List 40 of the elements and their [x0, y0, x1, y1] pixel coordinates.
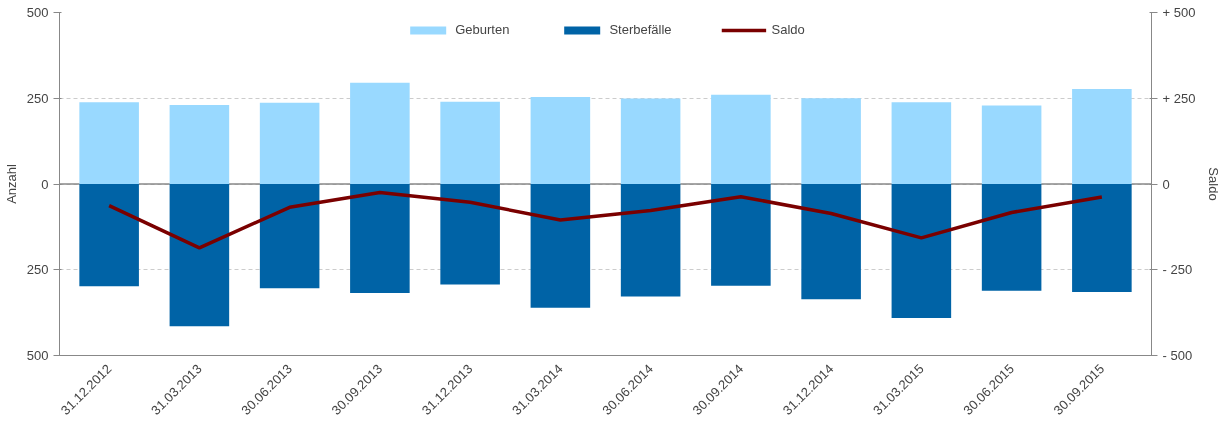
bar [530, 184, 591, 308]
y-tick-label: 500 [26, 348, 49, 363]
legend-label: Sterbefälle [609, 22, 672, 37]
bar [259, 102, 320, 184]
y2-tick-label: - 500 [1162, 348, 1193, 363]
line-series [107, 190, 1104, 250]
bar [350, 82, 410, 184]
y-tick-label: 250 [26, 90, 49, 106]
bar [440, 101, 500, 184]
y-axis-title: Anzahl [3, 164, 19, 204]
bar [801, 98, 861, 184]
bar [1072, 88, 1132, 184]
y2-axis-title: Saldo [1206, 167, 1222, 201]
y2-tick-label: - 250 [1162, 262, 1193, 278]
bar [801, 184, 861, 300]
y2-tick-label: + 250 [1162, 90, 1196, 106]
y-tick-label: 0 [41, 176, 49, 192]
y2-tick-label: 0 [1162, 176, 1170, 192]
bar [891, 102, 952, 184]
bar [440, 184, 500, 285]
bar [79, 184, 139, 287]
bar [1072, 184, 1132, 293]
y2-tick-label: + 500 [1162, 5, 1196, 20]
bar [350, 184, 410, 294]
bar [620, 98, 681, 184]
bar [981, 184, 1042, 291]
bar [530, 96, 591, 184]
y-tick-label: 250 [26, 262, 49, 278]
bar [891, 184, 952, 319]
bar [169, 184, 230, 327]
legend-label: Geburten [455, 22, 510, 37]
legend-label: Saldo [771, 22, 805, 37]
bar [79, 102, 139, 184]
bar [620, 184, 681, 297]
bar [711, 94, 771, 184]
bar [169, 105, 230, 184]
bar [711, 184, 771, 286]
bar [259, 184, 320, 289]
bar [981, 105, 1042, 184]
y-tick-label: 500 [26, 5, 49, 20]
